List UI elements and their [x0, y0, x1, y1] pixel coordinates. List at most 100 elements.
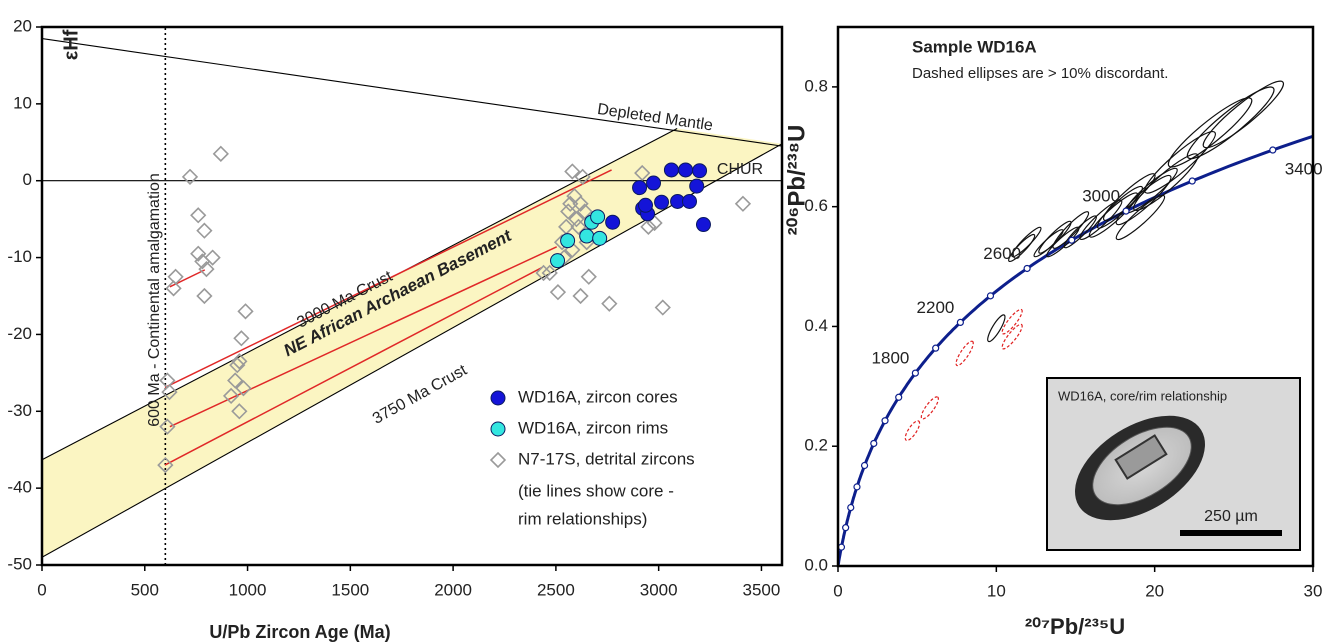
data-point — [204, 249, 221, 266]
data-point — [237, 303, 254, 320]
data-point — [227, 372, 244, 389]
data-point — [570, 218, 587, 235]
y-tick-label: -50 — [7, 554, 32, 573]
error-ellipse — [904, 420, 921, 442]
data-point — [592, 230, 608, 246]
x-tick-label: 500 — [131, 580, 159, 599]
error-ellipse — [1011, 226, 1042, 258]
legend-note: (tie lines show core - — [518, 481, 674, 500]
error-ellipse — [1001, 308, 1023, 335]
data-point — [165, 280, 182, 297]
age-marker — [1023, 264, 1031, 273]
y-tick-label: -30 — [7, 401, 32, 420]
data-point — [222, 387, 240, 405]
error-ellipse — [920, 396, 939, 420]
x-tick-label: 3500 — [743, 580, 781, 599]
age-marker — [838, 543, 846, 551]
data-point — [550, 253, 566, 269]
data-point — [695, 217, 711, 233]
age-label: 3000 — [1082, 187, 1120, 206]
error-ellipse — [1144, 131, 1216, 194]
reference-label: CHUR — [717, 161, 763, 178]
age-label: 2600 — [983, 244, 1021, 263]
scale-label: 250 µm — [1204, 508, 1258, 525]
data-point — [692, 163, 708, 179]
data-point — [663, 162, 679, 178]
y-tick-label: -20 — [7, 324, 32, 343]
age-marker — [847, 503, 855, 512]
age-marker — [853, 483, 861, 491]
y-tick-label: 0 — [23, 170, 32, 189]
data-point — [157, 456, 174, 474]
age-label: 2200 — [917, 298, 955, 317]
data-point — [734, 195, 752, 212]
age-label: 3400 — [1285, 160, 1323, 179]
age-marker — [895, 393, 903, 401]
y-tick-label: -10 — [7, 247, 32, 266]
reference-label: Depleted Mantle — [596, 101, 714, 135]
y-tick-label: 20 — [13, 16, 32, 35]
data-point — [549, 284, 567, 301]
x-tick-label: 20 — [1145, 581, 1164, 600]
legend-marker — [489, 451, 507, 469]
data-point — [181, 168, 199, 186]
tie-line — [169, 246, 558, 428]
inset-caption: WD16A, core/rim relationship — [1058, 388, 1227, 403]
data-point — [190, 207, 207, 224]
data-point — [568, 211, 585, 228]
x-tick-label: 1000 — [229, 580, 267, 599]
y-tick-label: 0.2 — [804, 436, 828, 455]
age-marker — [1068, 236, 1076, 244]
age-marker — [1188, 177, 1196, 185]
x-tick-label: 1500 — [331, 580, 369, 599]
legend-marker — [490, 390, 506, 406]
data-point — [579, 228, 595, 244]
data-point — [196, 287, 213, 305]
x-tick-label: 2500 — [537, 580, 575, 599]
age-marker — [1122, 207, 1130, 215]
y-tick-label: 0.0 — [804, 555, 828, 574]
data-point — [572, 195, 589, 212]
plot-frame — [40, 25, 784, 567]
legend-label: N7-17S, detrital zircons — [518, 449, 695, 468]
reference-label: 600 Ma - Continental amalgamation — [146, 173, 163, 426]
reference-label: 3750 Ma Crust — [370, 361, 470, 427]
error-ellipse — [1001, 323, 1023, 350]
data-point — [654, 194, 670, 210]
data-point — [541, 264, 558, 282]
chart-title: Sample WD16A — [912, 37, 1037, 56]
age-marker — [881, 417, 889, 425]
data-point — [678, 162, 694, 178]
x-tick-label: 2000 — [434, 580, 472, 599]
data-point — [572, 287, 589, 305]
data-point — [601, 295, 618, 312]
data-point — [161, 383, 178, 401]
x-tick-label: 0 — [37, 580, 46, 599]
plot-area — [42, 27, 782, 565]
y-axis-label: εHf — [60, 29, 82, 60]
data-point — [646, 175, 662, 191]
age-marker — [911, 369, 919, 377]
y-tick-label: -40 — [7, 478, 32, 497]
y-tick-label: 0.6 — [804, 196, 828, 215]
error-ellipse — [955, 340, 974, 367]
data-point — [196, 222, 213, 239]
data-point — [605, 214, 621, 230]
data-point — [634, 164, 651, 182]
data-point — [198, 260, 215, 278]
y-axis-label: ²⁰⁶Pb/²³⁸U — [783, 125, 810, 236]
error-ellipse — [1052, 211, 1090, 249]
age-marker — [842, 524, 850, 532]
data-point — [640, 218, 657, 235]
data-point — [235, 380, 252, 397]
tie-line — [164, 169, 612, 389]
data-point — [564, 163, 581, 180]
plot-area — [838, 80, 1313, 566]
data-point — [654, 299, 671, 316]
y-tick-label: 0.8 — [804, 76, 828, 95]
tie-line — [164, 266, 543, 466]
data-point — [632, 180, 648, 196]
y-tick-label: 10 — [13, 93, 32, 112]
data-point — [682, 193, 697, 209]
